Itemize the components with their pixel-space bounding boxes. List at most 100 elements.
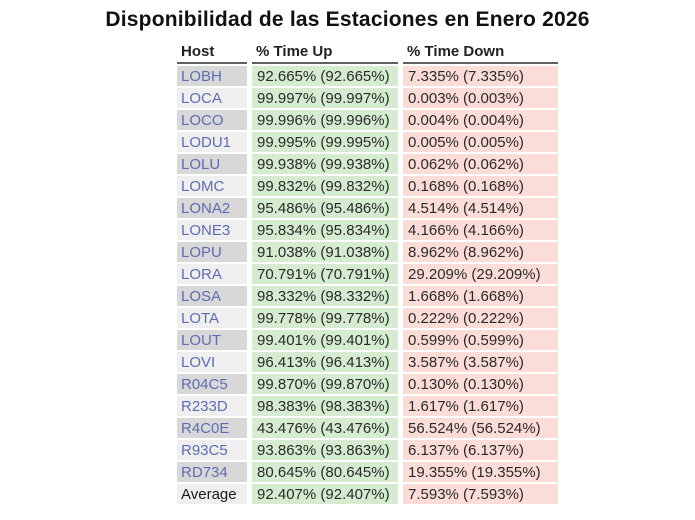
time-up-cell: 98.383% (98.383%) — [252, 396, 398, 416]
time-up-cell: 99.778% (99.778%) — [252, 308, 398, 328]
host-link[interactable]: LOVI — [181, 353, 216, 371]
host-cell: LONE3 — [177, 220, 247, 240]
host-cell: R4C0E — [177, 418, 247, 438]
time-down-cell: 7.593% (7.593%) — [403, 484, 558, 504]
column-header-time-down: % Time Down — [403, 42, 558, 64]
time-down-cell: 56.524% (56.524%) — [403, 418, 558, 438]
time-down-cell: 29.209% (29.209%) — [403, 264, 558, 284]
host-link[interactable]: RD734 — [181, 463, 228, 481]
host-cell: LOBH — [177, 66, 247, 86]
host-link[interactable]: LOCO — [181, 111, 224, 129]
host-cell: R04C5 — [177, 374, 247, 394]
host-cell: LOCO — [177, 110, 247, 130]
time-up-cell: 99.996% (99.996%) — [252, 110, 398, 130]
host-link[interactable]: LOSA — [181, 287, 222, 305]
time-down-cell: 19.355% (19.355%) — [403, 462, 558, 482]
time-down-cell: 0.005% (0.005%) — [403, 132, 558, 152]
page-title: Disponibilidad de las Estaciones en Ener… — [105, 8, 590, 31]
table-row: LOLU 99.938% (99.938%) 0.062% (0.062%) — [177, 154, 558, 174]
host-cell: LOCA — [177, 88, 247, 108]
time-down-cell: 0.168% (0.168%) — [403, 176, 558, 196]
availability-table: Host % Time Up % Time Down LOBH 92.665% … — [172, 40, 563, 506]
table-row: LONE3 95.834% (95.834%) 4.166% (4.166%) — [177, 220, 558, 240]
table-row: LOMC 99.832% (99.832%) 0.168% (0.168%) — [177, 176, 558, 196]
host-link[interactable]: R93C5 — [181, 441, 228, 459]
host-link: Average — [181, 485, 237, 503]
time-down-cell: 0.222% (0.222%) — [403, 308, 558, 328]
column-header-time-up: % Time Up — [252, 42, 398, 64]
host-link[interactable]: R04C5 — [181, 375, 228, 393]
host-link[interactable]: LORA — [181, 265, 222, 283]
host-link[interactable]: LONA2 — [181, 199, 231, 217]
host-link[interactable]: LOMC — [181, 177, 225, 195]
time-up-cell: 96.413% (96.413%) — [252, 352, 398, 372]
host-link[interactable]: LOCA — [181, 89, 222, 107]
host-cell: LOPU — [177, 242, 247, 262]
time-up-cell: 80.645% (80.645%) — [252, 462, 398, 482]
host-cell: LORA — [177, 264, 247, 284]
time-up-cell: 92.665% (92.665%) — [252, 66, 398, 86]
host-link[interactable]: LONE3 — [181, 221, 231, 239]
time-down-cell: 0.130% (0.130%) — [403, 374, 558, 394]
table-row: LOVI 96.413% (96.413%) 3.587% (3.587%) — [177, 352, 558, 372]
table-row: LOSA 98.332% (98.332%) 1.668% (1.668%) — [177, 286, 558, 306]
time-up-cell: 99.938% (99.938%) — [252, 154, 398, 174]
time-up-cell: 70.791% (70.791%) — [252, 264, 398, 284]
table-row: R233D 98.383% (98.383%) 1.617% (1.617%) — [177, 396, 558, 416]
host-cell: LOVI — [177, 352, 247, 372]
time-up-cell: 99.401% (99.401%) — [252, 330, 398, 350]
time-down-cell: 7.335% (7.335%) — [403, 66, 558, 86]
table-row: LOTA 99.778% (99.778%) 0.222% (0.222%) — [177, 308, 558, 328]
table-body: LOBH 92.665% (92.665%) 7.335% (7.335%) L… — [177, 66, 558, 504]
time-down-cell: 0.004% (0.004%) — [403, 110, 558, 130]
table-header: Host % Time Up % Time Down — [177, 42, 558, 64]
host-cell: LONA2 — [177, 198, 247, 218]
table-row: LOCA 99.997% (99.997%) 0.003% (0.003%) — [177, 88, 558, 108]
time-down-cell: 4.514% (4.514%) — [403, 198, 558, 218]
host-link[interactable]: LOUT — [181, 331, 222, 349]
time-down-cell: 0.599% (0.599%) — [403, 330, 558, 350]
time-up-cell: 93.863% (93.863%) — [252, 440, 398, 460]
table-row: LOUT 99.401% (99.401%) 0.599% (0.599%) — [177, 330, 558, 350]
host-link[interactable]: LOTA — [181, 309, 220, 327]
time-up-cell: 99.870% (99.870%) — [252, 374, 398, 394]
time-up-cell: 99.997% (99.997%) — [252, 88, 398, 108]
time-down-cell: 1.617% (1.617%) — [403, 396, 558, 416]
table-row: LODU1 99.995% (99.995%) 0.005% (0.005%) — [177, 132, 558, 152]
host-cell: RD734 — [177, 462, 247, 482]
table-row: LORA 70.791% (70.791%) 29.209% (29.209%) — [177, 264, 558, 284]
time-up-cell: 95.834% (95.834%) — [252, 220, 398, 240]
host-link[interactable]: LOPU — [181, 243, 222, 261]
time-up-cell: 98.332% (98.332%) — [252, 286, 398, 306]
time-down-cell: 4.166% (4.166%) — [403, 220, 558, 240]
column-header-host: Host — [177, 42, 247, 64]
table-row: LOBH 92.665% (92.665%) 7.335% (7.335%) — [177, 66, 558, 86]
host-cell: LOUT — [177, 330, 247, 350]
time-down-cell: 0.003% (0.003%) — [403, 88, 558, 108]
host-cell: LOSA — [177, 286, 247, 306]
host-cell: R233D — [177, 396, 247, 416]
host-link[interactable]: LODU1 — [181, 133, 232, 151]
host-link[interactable]: R233D — [181, 397, 228, 415]
host-cell: LOTA — [177, 308, 247, 328]
time-down-cell: 6.137% (6.137%) — [403, 440, 558, 460]
table-row: Average 92.407% (92.407%) 7.593% (7.593%… — [177, 484, 558, 504]
host-cell: R93C5 — [177, 440, 247, 460]
time-down-cell: 8.962% (8.962%) — [403, 242, 558, 262]
host-link[interactable]: R4C0E — [181, 419, 230, 437]
table-row: RD734 80.645% (80.645%) 19.355% (19.355%… — [177, 462, 558, 482]
header-row: Host % Time Up % Time Down — [177, 42, 558, 64]
table-row: R4C0E 43.476% (43.476%) 56.524% (56.524%… — [177, 418, 558, 438]
time-up-cell: 92.407% (92.407%) — [252, 484, 398, 504]
time-up-cell: 99.995% (99.995%) — [252, 132, 398, 152]
time-up-cell: 99.832% (99.832%) — [252, 176, 398, 196]
table-row: R93C5 93.863% (93.863%) 6.137% (6.137%) — [177, 440, 558, 460]
time-up-cell: 91.038% (91.038%) — [252, 242, 398, 262]
time-down-cell: 1.668% (1.668%) — [403, 286, 558, 306]
time-down-cell: 3.587% (3.587%) — [403, 352, 558, 372]
time-up-cell: 95.486% (95.486%) — [252, 198, 398, 218]
host-cell: LOMC — [177, 176, 247, 196]
host-link[interactable]: LOLU — [181, 155, 221, 173]
host-link[interactable]: LOBH — [181, 67, 222, 85]
time-down-cell: 0.062% (0.062%) — [403, 154, 558, 174]
